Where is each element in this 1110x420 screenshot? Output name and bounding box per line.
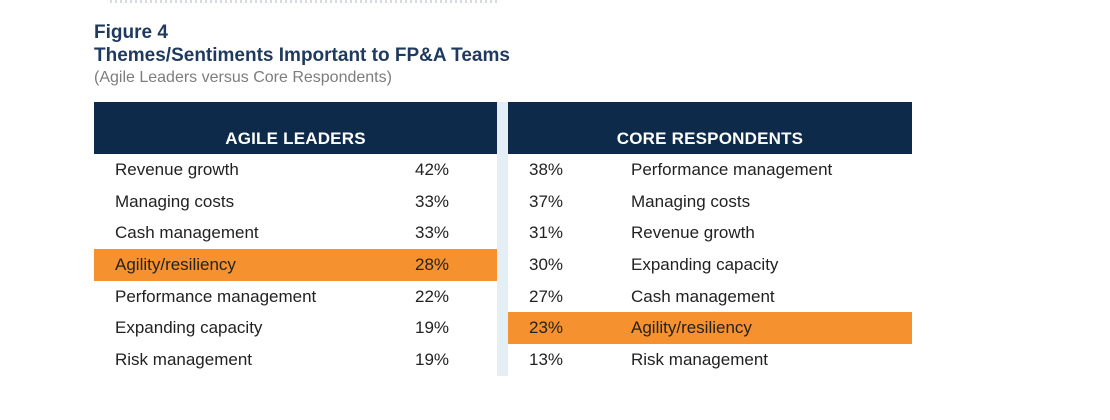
agile-leaders-rows: Revenue growth 42% Managing costs 33% Ca… [94,154,497,376]
theme-label: Expanding capacity [631,254,779,274]
theme-label: Performance management [631,159,833,179]
theme-label: Cash management [631,286,775,306]
column-divider [497,102,508,376]
figure-label: Figure 4 [94,22,168,43]
table-row: 31% Revenue growth [508,217,912,249]
table-row: Performance management 22% [94,281,497,313]
theme-label: Managing costs [631,191,751,211]
agile-leaders-header: AGILE LEADERS [94,102,497,154]
theme-percent: 23% [529,318,564,338]
theme-label: Cash management [115,223,259,243]
theme-label: Revenue growth [115,159,239,179]
top-dotted-rule [110,0,500,3]
agile-leaders-table: AGILE LEADERS Revenue growth 42% Managin… [94,102,497,376]
core-respondents-rows: 38% Performance management 37% Managing … [508,154,912,376]
table-row: 37% Managing costs [508,186,912,218]
table-row: 13% Risk management [508,344,912,376]
theme-label: Risk management [631,349,769,369]
core-respondents-table: CORE RESPONDENTS 38% Performance managem… [508,102,912,376]
theme-percent: 37% [529,191,564,211]
theme-percent: 38% [529,159,564,179]
theme-label: Expanding capacity [115,318,263,338]
table-row: 30% Expanding capacity [508,249,912,281]
theme-percent: 13% [529,349,564,369]
table-row: 27% Cash management [508,281,912,313]
theme-percent: 33% [415,223,450,243]
theme-percent: 28% [415,254,450,274]
theme-label: Managing costs [115,191,235,211]
theme-percent: 33% [415,191,450,211]
table-row: Managing costs 33% [94,186,497,218]
theme-label: Risk management [115,349,253,369]
theme-percent: 19% [415,349,450,369]
theme-label: Agility/resiliency [115,254,236,274]
theme-percent: 22% [415,286,450,306]
figure-title: Themes/Sentiments Important to FP&A Team… [94,45,510,66]
table-row-highlighted: 23% Agility/resiliency [508,312,912,345]
table-row: Revenue growth 42% [94,154,497,186]
theme-percent: 42% [415,159,450,179]
table-row: 38% Performance management [508,154,912,186]
figure-subtitle: (Agile Leaders versus Core Respondents) [94,69,392,86]
theme-label: Agility/resiliency [631,318,752,338]
core-respondents-header: CORE RESPONDENTS [508,102,912,154]
figure-heading: Figure 4 Themes/Sentiments Important to … [94,22,510,88]
theme-percent: 19% [415,318,450,338]
theme-label: Performance management [115,286,317,306]
table-row: Cash management 33% [94,217,497,249]
table-row: Risk management 19% [94,344,497,376]
theme-label: Revenue growth [631,223,755,243]
theme-percent: 27% [529,286,564,306]
table-row-highlighted: Agility/resiliency 28% [94,249,497,281]
theme-percent: 30% [529,254,564,274]
table-row: Expanding capacity 19% [94,312,497,344]
theme-percent: 31% [529,223,564,243]
